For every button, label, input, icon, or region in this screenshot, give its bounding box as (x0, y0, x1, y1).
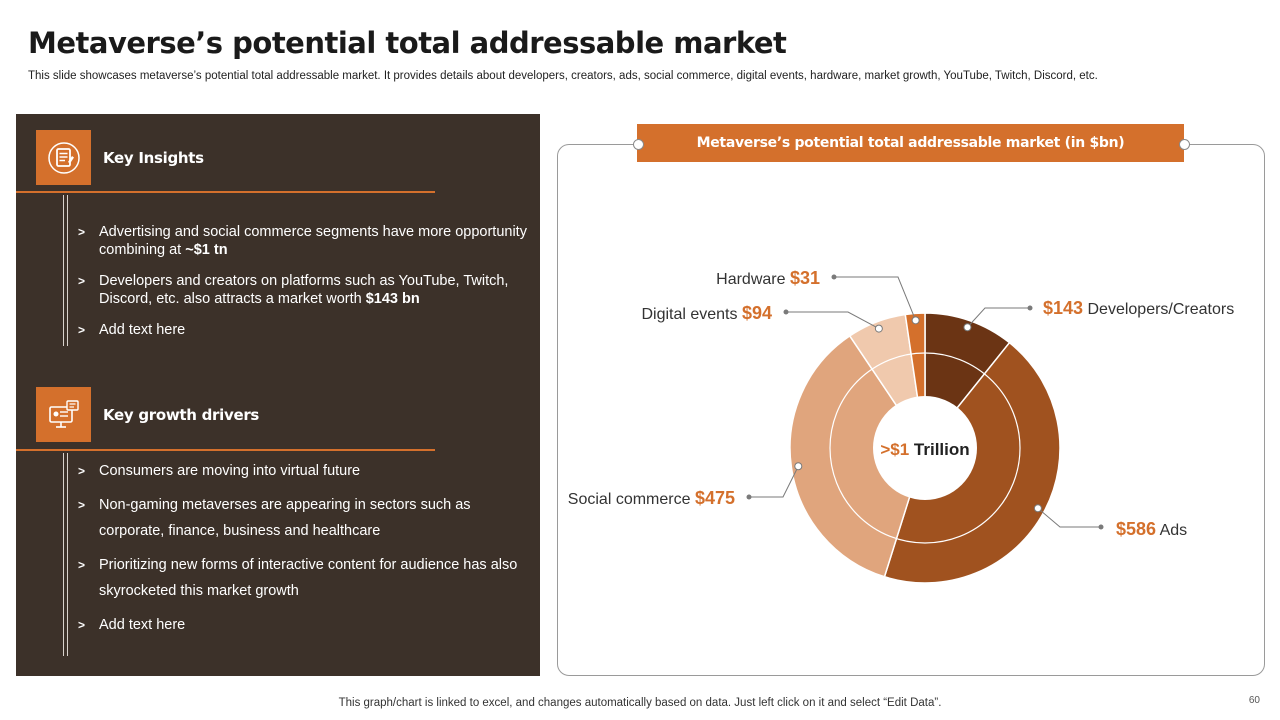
data-label-social-commerce: Social commerce $475 (568, 488, 735, 508)
section-divider (16, 191, 435, 193)
leader-end-dot (746, 494, 752, 500)
slice-marker (1033, 504, 1042, 513)
list-item: > Add text here (78, 322, 186, 338)
leader-line (1037, 507, 1101, 528)
leader-line (967, 307, 1030, 328)
key-insights-heading: Key Insights (103, 149, 204, 167)
list-item: > Prioritizing new forms of interactive c… (78, 556, 518, 600)
banner-knob-right (1179, 139, 1190, 150)
data-label-ads: $586 Ads (1116, 519, 1187, 539)
data-label-hardware: Hardware $31 (716, 268, 820, 288)
banner-knob-left (633, 139, 644, 150)
document-icon (36, 130, 91, 185)
center-label: >$1 Trillion (880, 440, 969, 459)
section-rule (63, 453, 68, 656)
slice-marker (874, 324, 883, 333)
list-item: > Non-gaming metaverses are appearing in … (78, 496, 471, 540)
list-item: > Consumers are moving into virtual futur… (78, 463, 361, 479)
leader-line (749, 466, 799, 498)
leader-end-dot (1098, 524, 1104, 530)
page-number: 60 (1248, 695, 1260, 706)
insights-list: > Advertising and social commerce segment… (78, 223, 528, 352)
virtual-screen-icon (36, 387, 91, 442)
drivers-list: > Consumers are moving into virtual futur… (78, 458, 530, 645)
list-item: > Add text here (78, 616, 186, 633)
leader-line (786, 311, 880, 330)
footer-note: This graph/chart is linked to excel, and… (338, 697, 942, 709)
slice-marker (794, 462, 803, 471)
slice-marker (963, 323, 972, 332)
data-label-digital-events: Digital events $94 (641, 303, 772, 323)
slice-marker (911, 316, 920, 325)
leader-end-dot (1027, 305, 1033, 311)
insights-panel: Key Insights > Advertising and social com… (16, 114, 540, 676)
leader-end-dot (783, 309, 789, 315)
donut-hole (873, 396, 977, 500)
section-rule (63, 195, 68, 346)
leader-end-dot (831, 274, 837, 280)
leader-line (834, 276, 917, 321)
chart-title: Metaverse’s potential total addressable … (637, 124, 1184, 162)
inner-ring (829, 352, 1021, 544)
page-title: Metaverse’s potential total addressable … (28, 26, 787, 60)
list-item: > Advertising and social commerce segment… (78, 224, 527, 258)
list-item: > Developers and creators on platforms su… (78, 273, 509, 307)
slice-social-commerce (789, 334, 926, 578)
section-divider (16, 449, 435, 451)
data-label-developers-creators: $143 Developers/Creators (1043, 298, 1234, 318)
page-subtitle: This slide showcases metaverse’s potenti… (28, 70, 1098, 82)
key-growth-drivers-heading: Key growth drivers (103, 406, 260, 424)
